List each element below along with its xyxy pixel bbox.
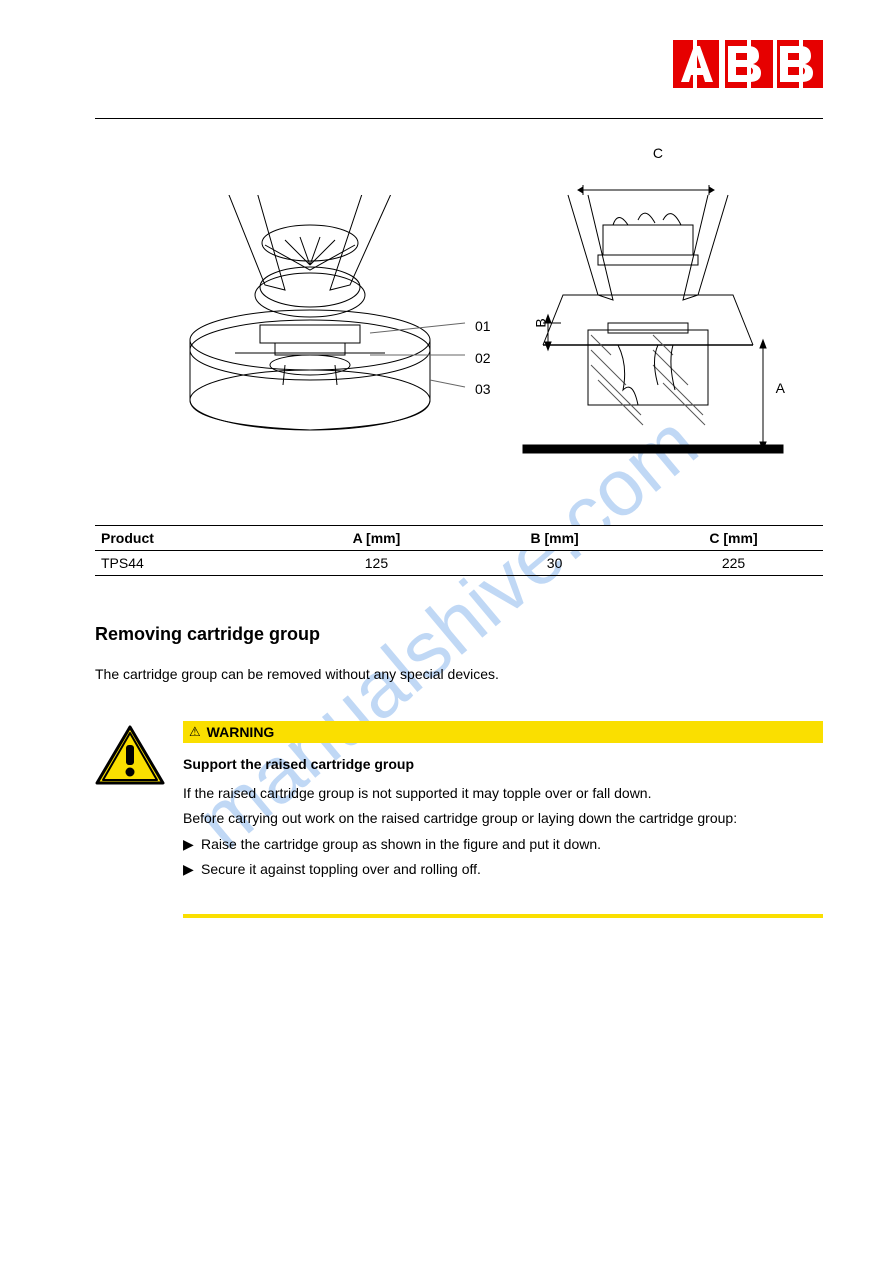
header-divider: [95, 118, 823, 119]
warning-header-label: WARNING: [207, 724, 275, 740]
warning-block: ⚠ WARNING Support the raised cartridge g…: [95, 721, 823, 918]
col-b: B [mm]: [465, 526, 644, 551]
brand-logo: [673, 40, 823, 93]
warning-line1: If the raised cartridge group is not sup…: [183, 782, 823, 804]
warning-line2: Before carrying out work on the raised c…: [183, 807, 823, 829]
cell-c: 225: [644, 551, 823, 576]
col-product: Product: [95, 526, 288, 551]
warning-bullet2: ▶Secure it against toppling over and rol…: [183, 858, 823, 880]
dimension-table: Product A [mm] B [mm] C [mm] TPS44 125 3…: [95, 525, 823, 576]
table-row: TPS44 125 30 225: [95, 551, 823, 576]
warning-header: ⚠ WARNING: [183, 721, 823, 743]
technical-diagram: 01 02 03: [95, 135, 823, 515]
col-a: A [mm]: [288, 526, 465, 551]
cell-a: 125: [288, 551, 465, 576]
warning-small-icon: ⚠: [189, 724, 201, 740]
callout-01: 01: [475, 318, 491, 334]
cell-b: 30: [465, 551, 644, 576]
warning-triangle-icon: [95, 725, 165, 787]
isometric-view: [155, 195, 505, 475]
dim-label-c: C: [653, 145, 663, 161]
cell-product: TPS44: [95, 551, 288, 576]
callout-02: 02: [475, 350, 491, 366]
warning-title: Support the raised cartridge group: [183, 753, 823, 775]
dim-label-a: A: [776, 380, 785, 396]
section-heading: Removing cartridge group: [95, 624, 823, 645]
dim-label-b: B: [532, 318, 548, 327]
warning-footer-bar: [183, 914, 823, 918]
callout-03: 03: [475, 381, 491, 397]
section-body: The cartridge group can be removed witho…: [95, 663, 823, 685]
warning-bullet1: ▶Raise the cartridge group as shown in t…: [183, 833, 823, 855]
col-c: C [mm]: [644, 526, 823, 551]
